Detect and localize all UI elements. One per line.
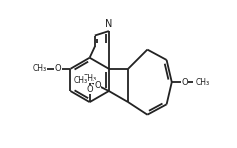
Text: N: N	[105, 19, 113, 29]
Text: O: O	[181, 78, 188, 87]
Text: O: O	[55, 64, 61, 73]
Text: O: O	[94, 81, 101, 90]
Text: O: O	[86, 85, 93, 94]
Text: CH₃: CH₃	[73, 76, 87, 85]
Text: CH₃: CH₃	[82, 74, 97, 83]
Text: CH₃: CH₃	[196, 78, 210, 87]
Text: CH₃: CH₃	[32, 64, 46, 73]
